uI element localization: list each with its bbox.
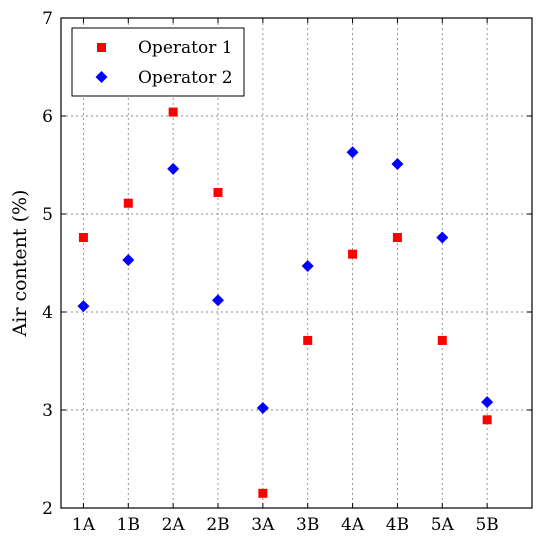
- x-tick-label: 3A: [251, 515, 275, 535]
- y-tick-label: 7: [42, 9, 53, 29]
- legend-label-operator-2: Operator 2: [138, 68, 233, 88]
- data-point-diamond: [436, 231, 449, 244]
- data-point-square: [78, 233, 88, 243]
- x-tick-label: 3B: [296, 515, 319, 535]
- y-tick-label: 3: [42, 401, 53, 421]
- data-point-diamond: [122, 254, 135, 267]
- legend-entry-operator-2: Operator 2: [95, 68, 233, 88]
- legend: Operator 1 Operator 2: [71, 27, 245, 97]
- data-series: [77, 107, 494, 498]
- x-tick-label: 1A: [72, 515, 96, 535]
- y-tick-label: 5: [42, 205, 53, 225]
- x-tick-label: 2B: [206, 515, 229, 535]
- legend-box: [71, 27, 245, 97]
- x-tick-label: 5A: [431, 515, 455, 535]
- legend-diamond-marker: [95, 71, 108, 83]
- x-tick-label: 4A: [341, 515, 365, 535]
- data-point-square: [392, 233, 402, 243]
- data-point-square: [437, 335, 447, 345]
- x-tick-label: 5B: [475, 515, 498, 535]
- data-point-diamond: [391, 158, 404, 171]
- data-point-square: [348, 249, 358, 259]
- legend-square-marker: [97, 43, 106, 52]
- data-point-square: [213, 187, 223, 197]
- y-tick-label: 6: [42, 107, 53, 127]
- data-point-diamond: [346, 146, 359, 159]
- data-point-diamond: [77, 300, 90, 313]
- y-axis-tick-labels: 2 3 4 5 6 7: [42, 9, 53, 519]
- y-tick-label: 4: [42, 303, 53, 323]
- data-point-diamond: [481, 396, 494, 409]
- data-point-square: [482, 415, 492, 425]
- y-axis-title: Air content (%): [9, 190, 31, 338]
- data-point-diamond: [256, 402, 269, 415]
- x-tick-label: 4B: [386, 515, 409, 535]
- data-point-square: [303, 335, 313, 345]
- x-tick-label: 2A: [162, 515, 186, 535]
- x-axis-tick-labels: 1A 1B 2A 2B 3A 3B 4A 4B 5A 5B: [72, 515, 499, 535]
- data-point-diamond: [301, 259, 314, 272]
- plot-frame: [60, 17, 533, 509]
- x-tick-label: 1B: [117, 515, 140, 535]
- legend-label-operator-1: Operator 1: [138, 38, 233, 58]
- data-point-diamond: [212, 294, 224, 307]
- series-2: [77, 146, 494, 415]
- data-point-square: [258, 488, 268, 498]
- data-point-diamond: [167, 162, 180, 175]
- series-1: [78, 107, 492, 498]
- data-point-square: [123, 198, 133, 208]
- legend-entry-operator-1: Operator 1: [97, 38, 233, 58]
- data-point-square: [168, 107, 178, 117]
- y-tick-label: 2: [42, 499, 53, 519]
- axis-ticks: [61, 17, 532, 509]
